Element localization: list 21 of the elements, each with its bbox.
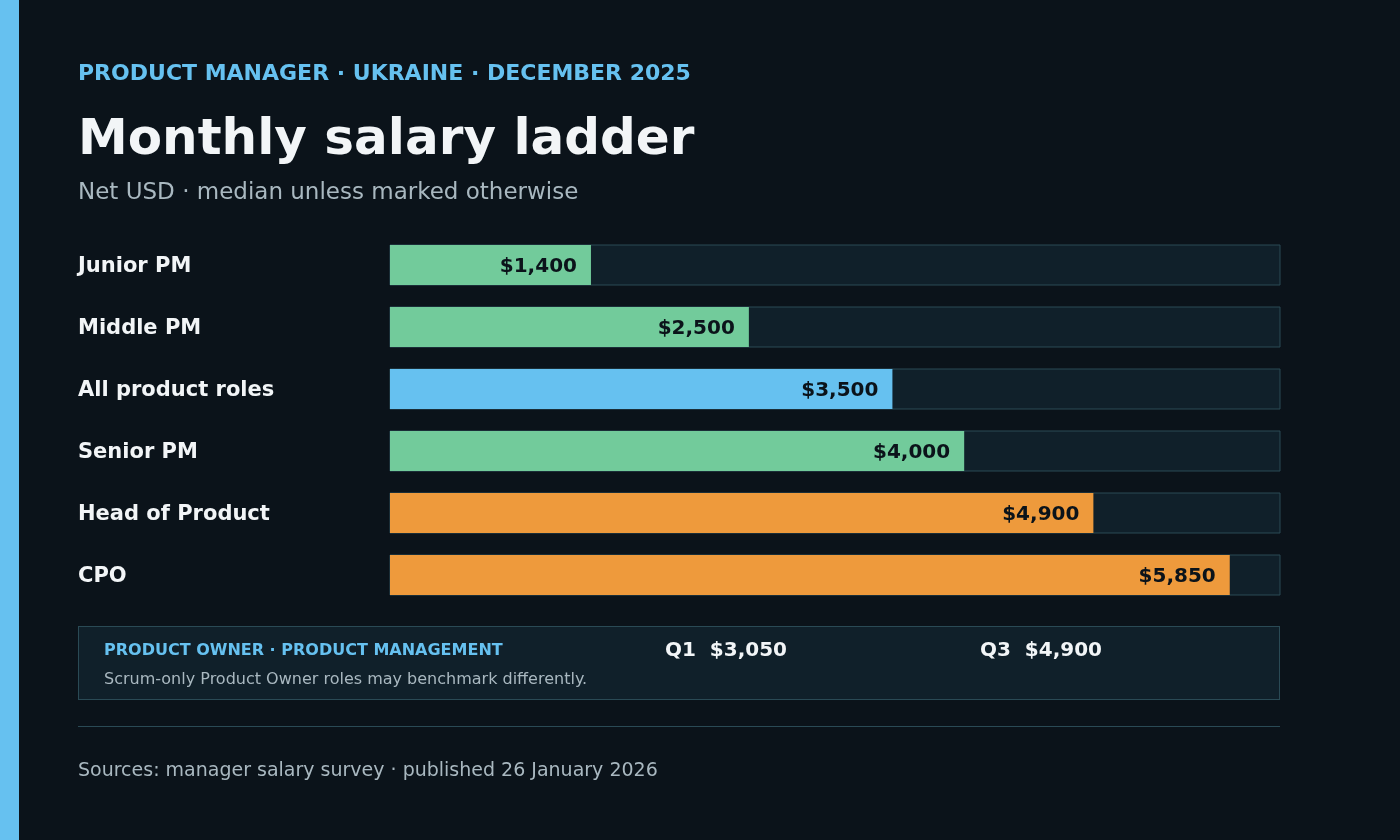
y-tick-label: Senior PM [78, 439, 198, 463]
data-label: $4,000 [873, 439, 951, 463]
source-note: Sources: manager salary survey · published 26 January 2026 [78, 758, 658, 780]
text: PRODUCT OWNER · PRODUCT MANAGEMENT [104, 640, 503, 659]
data-label: $5,850 [1138, 563, 1216, 587]
chart-subtitle: Net USD · median unless marked otherwise [78, 178, 579, 204]
chart-title: Monthly salary ladder [78, 108, 695, 166]
bar [390, 245, 591, 285]
text: Q1 $3,050 [665, 637, 788, 661]
y-tick-label: All product roles [78, 377, 275, 401]
text: Scrum-only Product Owner roles may benchmark differently. [104, 669, 588, 688]
text: Q3 $4,900 [980, 637, 1103, 661]
data-label: $3,500 [801, 377, 879, 401]
data-label: $4,900 [1002, 501, 1080, 525]
y-tick-label: CPO [78, 563, 127, 587]
y-tick-label: Junior PM [76, 253, 192, 277]
data-label: $2,500 [657, 315, 735, 339]
data-label: $1,400 [499, 253, 577, 277]
y-tick-label: Head of Product [78, 501, 270, 525]
text: PRODUCT MANAGER · UKRAINE · DECEMBER 2025 [78, 60, 691, 85]
y-tick-label: Middle PM [78, 315, 202, 339]
